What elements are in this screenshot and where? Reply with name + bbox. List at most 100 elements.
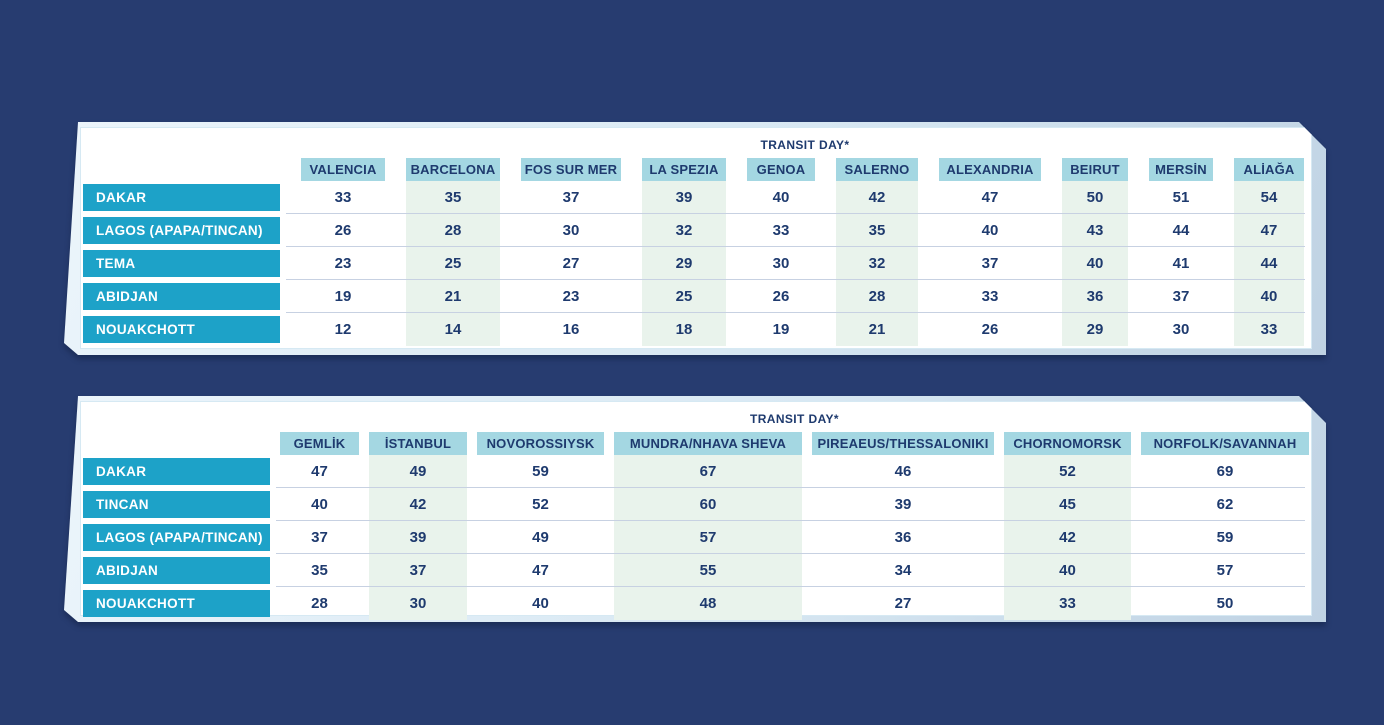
data-cell: 26 <box>981 321 999 338</box>
row-header: TINCAN <box>83 491 270 518</box>
data-cell: 36 <box>894 529 912 546</box>
data-cell: 29 <box>1062 313 1128 346</box>
data-cell: 57 <box>1216 562 1234 579</box>
data-cell: 25 <box>642 280 726 313</box>
data-cell: 12 <box>334 321 352 338</box>
data-cell: 30 <box>772 255 790 272</box>
data-cell: 43 <box>1062 214 1128 247</box>
data-cell: 62 <box>1216 496 1234 513</box>
row-divider-line <box>276 586 1305 587</box>
data-cell: 59 <box>1216 529 1234 546</box>
column-header: BEIRUT <box>1062 158 1128 181</box>
data-cell: 27 <box>562 255 580 272</box>
row-header-cell: TINCAN <box>83 488 270 521</box>
row-divider-line <box>286 213 1305 214</box>
data-cell: 35 <box>406 181 500 214</box>
data-cell: 51 <box>1172 189 1190 206</box>
data-cell: 32 <box>642 214 726 247</box>
column-header: LA SPEZIA <box>642 158 726 181</box>
data-cell: 33 <box>1234 313 1304 346</box>
data-cell: 28 <box>406 214 500 247</box>
data-cell: 21 <box>406 280 500 313</box>
row-divider-line <box>276 553 1305 554</box>
transit-table-card-2: TRANSIT DAY* GEMLİK İSTANBUL NOVOROSSIYSK M… <box>64 396 1326 622</box>
data-cell: 16 <box>562 321 580 338</box>
data-cell: 52 <box>1004 455 1131 488</box>
row-header-cell: DAKAR <box>83 181 280 214</box>
data-cell: 60 <box>614 488 802 521</box>
data-cell: 29 <box>642 247 726 280</box>
row-header-cell: LAGOS (APAPA/TINCAN) <box>83 521 270 554</box>
column-header: PIREAEUS/THESSALONIKI <box>812 432 994 455</box>
row-divider-line <box>276 487 1305 488</box>
column-header: NORFOLK/SAVANNAH <box>1141 432 1309 455</box>
data-cell: 40 <box>1234 280 1304 313</box>
data-cell: 69 <box>1216 463 1234 480</box>
row-header-cell: DAKAR <box>83 455 270 488</box>
data-cell: 40 <box>1062 247 1128 280</box>
row-divider-line <box>286 246 1305 247</box>
data-cell: 40 <box>772 189 790 206</box>
row-header-cell: ABIDJAN <box>83 280 280 313</box>
table-card-3d-slab: TRANSIT DAY* VALENCIA BARCELONA FOS SUR ME… <box>64 122 1326 355</box>
column-header: GENOA <box>747 158 815 181</box>
data-cell: 48 <box>614 587 802 620</box>
data-cell: 14 <box>406 313 500 346</box>
row-divider-line <box>286 279 1305 280</box>
data-cell: 37 <box>981 255 999 272</box>
data-cell: 47 <box>981 189 999 206</box>
data-cell: 33 <box>772 222 790 239</box>
data-cell: 37 <box>311 529 328 546</box>
data-cell: 39 <box>894 496 912 513</box>
data-cell: 30 <box>562 222 580 239</box>
data-cell: 55 <box>614 554 802 587</box>
transit-days-table: VALENCIA BARCELONA FOS SUR MER LA SPEZIA GEN… <box>83 158 1309 346</box>
row-header: ABIDJAN <box>83 557 270 584</box>
data-cell: 57 <box>614 521 802 554</box>
row-header-cell: TEMA <box>83 247 280 280</box>
data-cell: 40 <box>981 222 999 239</box>
data-cell: 34 <box>894 562 912 579</box>
table-card-3d-slab: TRANSIT DAY* GEMLİK İSTANBUL NOVOROSSIYSK M… <box>64 396 1326 622</box>
table-corner-spacer <box>83 432 270 455</box>
data-cell: 26 <box>772 288 790 305</box>
data-cell: 35 <box>836 214 918 247</box>
row-header: NOUAKCHOTT <box>83 316 280 343</box>
data-cell: 45 <box>1004 488 1131 521</box>
data-cell: 33 <box>981 288 999 305</box>
data-cell: 26 <box>334 222 352 239</box>
data-cell: 44 <box>1172 222 1190 239</box>
row-header-cell: NOUAKCHOTT <box>83 587 270 620</box>
data-cell: 39 <box>369 521 467 554</box>
data-cell: 21 <box>836 313 918 346</box>
panel-surface: TRANSIT DAY* GEMLİK İSTANBUL NOVOROSSIYSK M… <box>80 401 1312 616</box>
data-cell: 47 <box>532 562 549 579</box>
column-header: ALİAĞA <box>1234 158 1304 181</box>
row-divider-line <box>276 520 1305 521</box>
data-cell: 28 <box>311 595 328 612</box>
column-header: BARCELONA <box>406 158 500 181</box>
data-cell: 49 <box>369 455 467 488</box>
data-cell: 37 <box>369 554 467 587</box>
row-header-cell: NOUAKCHOTT <box>83 313 280 346</box>
data-cell: 19 <box>334 288 352 305</box>
data-cell: 47 <box>311 463 328 480</box>
column-header: FOS SUR MER <box>521 158 621 181</box>
row-header: DAKAR <box>83 184 280 211</box>
column-header: İSTANBUL <box>369 432 467 455</box>
data-cell: 44 <box>1234 247 1304 280</box>
data-cell: 37 <box>562 189 580 206</box>
column-header: MERSİN <box>1149 158 1213 181</box>
table-title: TRANSIT DAY* <box>760 138 850 152</box>
data-cell: 42 <box>1004 521 1131 554</box>
data-cell: 39 <box>642 181 726 214</box>
data-cell: 40 <box>311 496 328 513</box>
data-cell: 37 <box>1172 288 1190 305</box>
data-cell: 50 <box>1062 181 1128 214</box>
data-cell: 42 <box>836 181 918 214</box>
table-title: TRANSIT DAY* <box>749 412 840 426</box>
column-header: VALENCIA <box>301 158 385 181</box>
row-header-cell: ABIDJAN <box>83 554 270 587</box>
data-cell: 30 <box>369 587 467 620</box>
data-cell: 23 <box>334 255 352 272</box>
